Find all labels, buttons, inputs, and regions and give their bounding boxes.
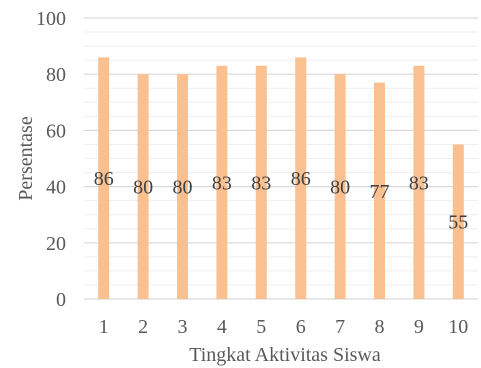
x-tick-label: 10 <box>448 316 468 338</box>
data-label: 80 <box>133 177 153 199</box>
x-axis-title: Tingkat Aktivitas Siswa <box>189 344 381 366</box>
data-label: 77 <box>370 181 390 203</box>
data-label: 86 <box>94 168 114 190</box>
y-tick-label: 20 <box>46 233 66 255</box>
x-tick-label: 1 <box>99 316 109 338</box>
x-tick-label: 6 <box>296 316 306 338</box>
y-axis-ticks: 0 20 40 60 80 100 <box>36 8 66 311</box>
data-label: 83 <box>212 172 232 194</box>
bar <box>177 74 188 299</box>
bar <box>137 74 149 299</box>
x-tick-label: 2 <box>138 316 148 338</box>
bar <box>334 74 346 299</box>
y-axis-title: Persentase <box>15 116 37 201</box>
data-label: 55 <box>448 212 468 234</box>
data-label: 86 <box>291 168 311 190</box>
data-label: 80 <box>330 177 350 199</box>
bar <box>295 57 307 300</box>
y-tick-label: 60 <box>46 120 66 142</box>
x-tick-label: 8 <box>375 316 385 338</box>
x-axis-ticks: 1 2 3 4 5 6 7 8 9 10 <box>99 316 469 338</box>
y-tick-label: 0 <box>56 289 66 311</box>
x-tick-label: 5 <box>256 316 266 338</box>
data-label: 83 <box>409 172 429 194</box>
x-tick-label: 3 <box>178 316 188 338</box>
y-tick-label: 100 <box>36 8 66 30</box>
x-tick-label: 4 <box>217 316 227 338</box>
x-tick-label: 9 <box>414 316 424 338</box>
bar <box>216 65 228 300</box>
bar <box>255 65 267 300</box>
bars <box>98 57 464 300</box>
y-tick-label: 40 <box>46 177 66 199</box>
bar <box>413 65 425 300</box>
x-tick-label: 7 <box>335 316 345 338</box>
y-tick-label: 80 <box>46 64 66 86</box>
bar <box>452 144 464 299</box>
bar <box>374 82 385 299</box>
data-label: 83 <box>251 172 271 194</box>
bar <box>98 57 110 300</box>
data-labels: 86 80 80 83 83 86 80 77 83 55 <box>94 168 469 234</box>
data-label: 80 <box>173 177 193 199</box>
grid <box>84 17 478 300</box>
